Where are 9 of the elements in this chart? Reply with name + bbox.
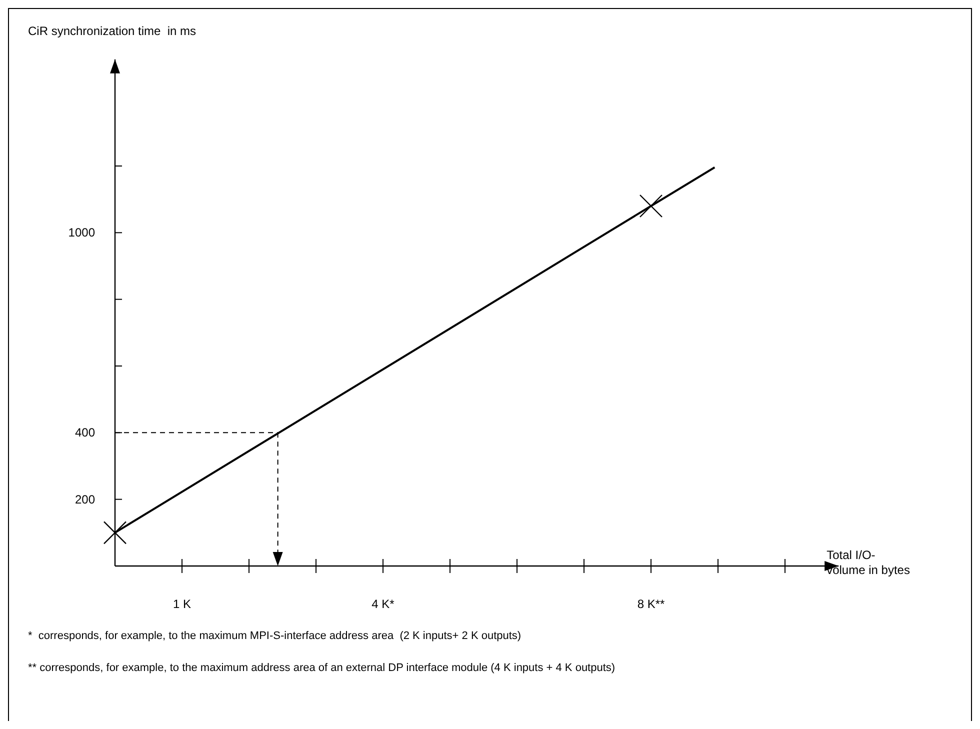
y-tick-label: 200 <box>74 492 96 506</box>
y-axis-title: CiR synchronization time in ms <box>28 24 196 38</box>
x-tick-label: 4 K* <box>372 597 395 611</box>
y-tick-label: 400 <box>74 426 96 440</box>
text: * corresponds, for example, to the maximum MPI-S-interface address area (2 K inputs+ 2 K outputs) <box>28 630 522 642</box>
y-tick-label: 1000 <box>68 226 96 240</box>
x-tick-label: 1 K <box>172 597 192 611</box>
x-tick-label: 8 K** <box>637 597 665 611</box>
text: ** corresponds, for example, to the maximum address area of an external DP interface module (4 K inputs + 4 K outputs) <box>28 662 616 674</box>
